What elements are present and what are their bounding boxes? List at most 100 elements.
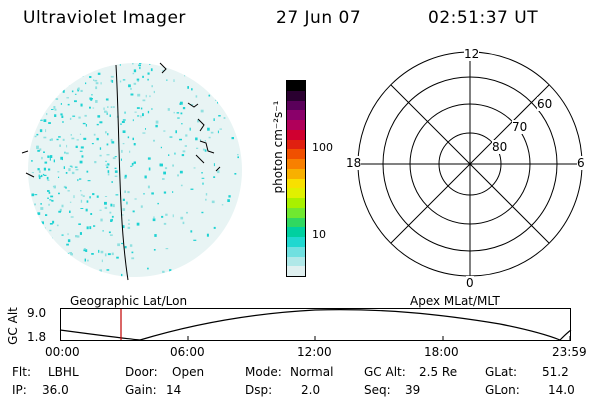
aurora-speckle — [163, 191, 167, 194]
aurora-speckle — [66, 268, 68, 272]
aurora-speckle — [219, 128, 222, 130]
status-gain-val: 14 — [166, 383, 182, 397]
aurora-speckle — [36, 226, 38, 229]
aurora-speckle — [153, 139, 155, 142]
aurora-speckle — [48, 191, 51, 194]
aurora-speckle — [106, 113, 108, 115]
aurora-speckle — [34, 194, 38, 196]
aurora-speckle — [186, 211, 188, 214]
aurora-speckle — [63, 185, 67, 188]
aurora-speckle — [179, 138, 182, 141]
aurora-speckle — [114, 156, 117, 158]
aurora-speckle — [21, 108, 23, 111]
aurora-speckle — [208, 94, 211, 97]
aurora-speckle — [32, 101, 35, 104]
aurora-speckle — [60, 156, 63, 160]
aurora-speckle — [153, 216, 155, 218]
aurora-speckle — [71, 171, 75, 175]
aurora-speckle — [120, 214, 124, 216]
aurora-speckle — [31, 250, 34, 253]
aurora-speckle — [40, 68, 42, 70]
aurora-speckle — [99, 147, 102, 150]
aurora-speckle — [122, 119, 126, 121]
colorbar-stripe — [287, 110, 305, 120]
aurora-speckle — [164, 167, 168, 170]
aurora-speckle — [237, 65, 240, 69]
aurora-speckle — [37, 94, 41, 96]
aurora-speckle — [104, 276, 107, 277]
aurora-speckle — [37, 107, 40, 111]
aurora-speckle — [149, 63, 151, 65]
aurora-speckle — [85, 82, 87, 85]
aurora-speckle — [94, 161, 97, 164]
aurora-speckle — [237, 156, 239, 159]
aurora-speckle — [172, 191, 174, 193]
aurora-speckle — [217, 101, 219, 104]
aurora-speckle — [36, 133, 39, 136]
aurora-speckle — [220, 82, 223, 85]
aurora-speckle — [205, 198, 207, 201]
aurora-speckle — [202, 69, 206, 71]
aurora-speckle — [45, 214, 48, 216]
aurora-speckle — [39, 70, 43, 74]
aurora-speckle — [134, 111, 137, 113]
aurora-speckle — [184, 145, 187, 147]
aurora-speckle — [188, 75, 192, 77]
mlt-label-12: 12 — [464, 47, 480, 61]
aurora-speckle — [156, 58, 159, 61]
aurora-speckle — [142, 75, 144, 78]
aurora-speckle — [91, 253, 94, 255]
aurora-speckle — [74, 100, 77, 103]
colorbar-tick-100: 100 — [312, 141, 333, 154]
aurora-speckle — [105, 160, 107, 162]
aurora-speckle — [20, 86, 22, 88]
aurora-speckle — [57, 277, 60, 278]
aurora-speckle — [40, 234, 43, 236]
aurora-speckle — [53, 106, 56, 109]
aurora-speckle — [131, 251, 134, 254]
aurora-speckle — [30, 253, 33, 257]
aurora-speckle — [200, 109, 204, 113]
aurora-speckle — [42, 279, 44, 281]
aurora-speckle — [28, 253, 31, 255]
aurora-speckle — [205, 193, 208, 196]
aurora-speckle — [66, 243, 69, 246]
polar-plot — [357, 51, 583, 277]
aurora-speckle — [61, 234, 64, 236]
aurora-speckle — [154, 234, 157, 237]
aurora-speckle — [180, 101, 183, 105]
aurora-speckle — [83, 137, 87, 140]
aurora-speckle — [28, 221, 30, 223]
aurora-speckle — [43, 151, 45, 153]
aurora-speckle — [75, 145, 78, 148]
aurora-speckle — [37, 267, 40, 271]
aurora-speckle — [140, 205, 143, 208]
aurora-speckle — [31, 172, 34, 174]
aurora-speckle — [83, 276, 86, 277]
aurora-speckle — [79, 178, 82, 180]
colorbar-stripe — [287, 149, 305, 159]
altitude-frame — [60, 308, 571, 341]
aurora-speckle — [79, 150, 83, 152]
aurora-speckle — [99, 209, 102, 211]
aurora-speckle — [21, 230, 23, 231]
aurora-speckle — [124, 246, 127, 249]
aurora-speckle — [96, 123, 99, 126]
aurora-speckle — [62, 89, 65, 93]
aurora-speckle — [106, 111, 108, 114]
aurora-speckle — [24, 171, 27, 172]
aurora-speckle — [50, 263, 54, 265]
aurora-speckle — [105, 98, 109, 101]
aurora-speckle — [100, 218, 103, 222]
aurora-speckle — [151, 85, 153, 88]
aurora-speckle — [40, 104, 43, 108]
colorbar-stripe — [287, 207, 305, 218]
aurora-speckle — [85, 208, 88, 212]
aurora-speckle — [167, 284, 169, 286]
aurora-speckle — [80, 103, 83, 107]
aurora-speckle — [73, 195, 75, 199]
aurora-speckle — [29, 275, 31, 277]
aurora-speckle — [49, 223, 53, 225]
aurora-speckle — [160, 146, 162, 149]
aurora-speckle — [181, 123, 183, 125]
